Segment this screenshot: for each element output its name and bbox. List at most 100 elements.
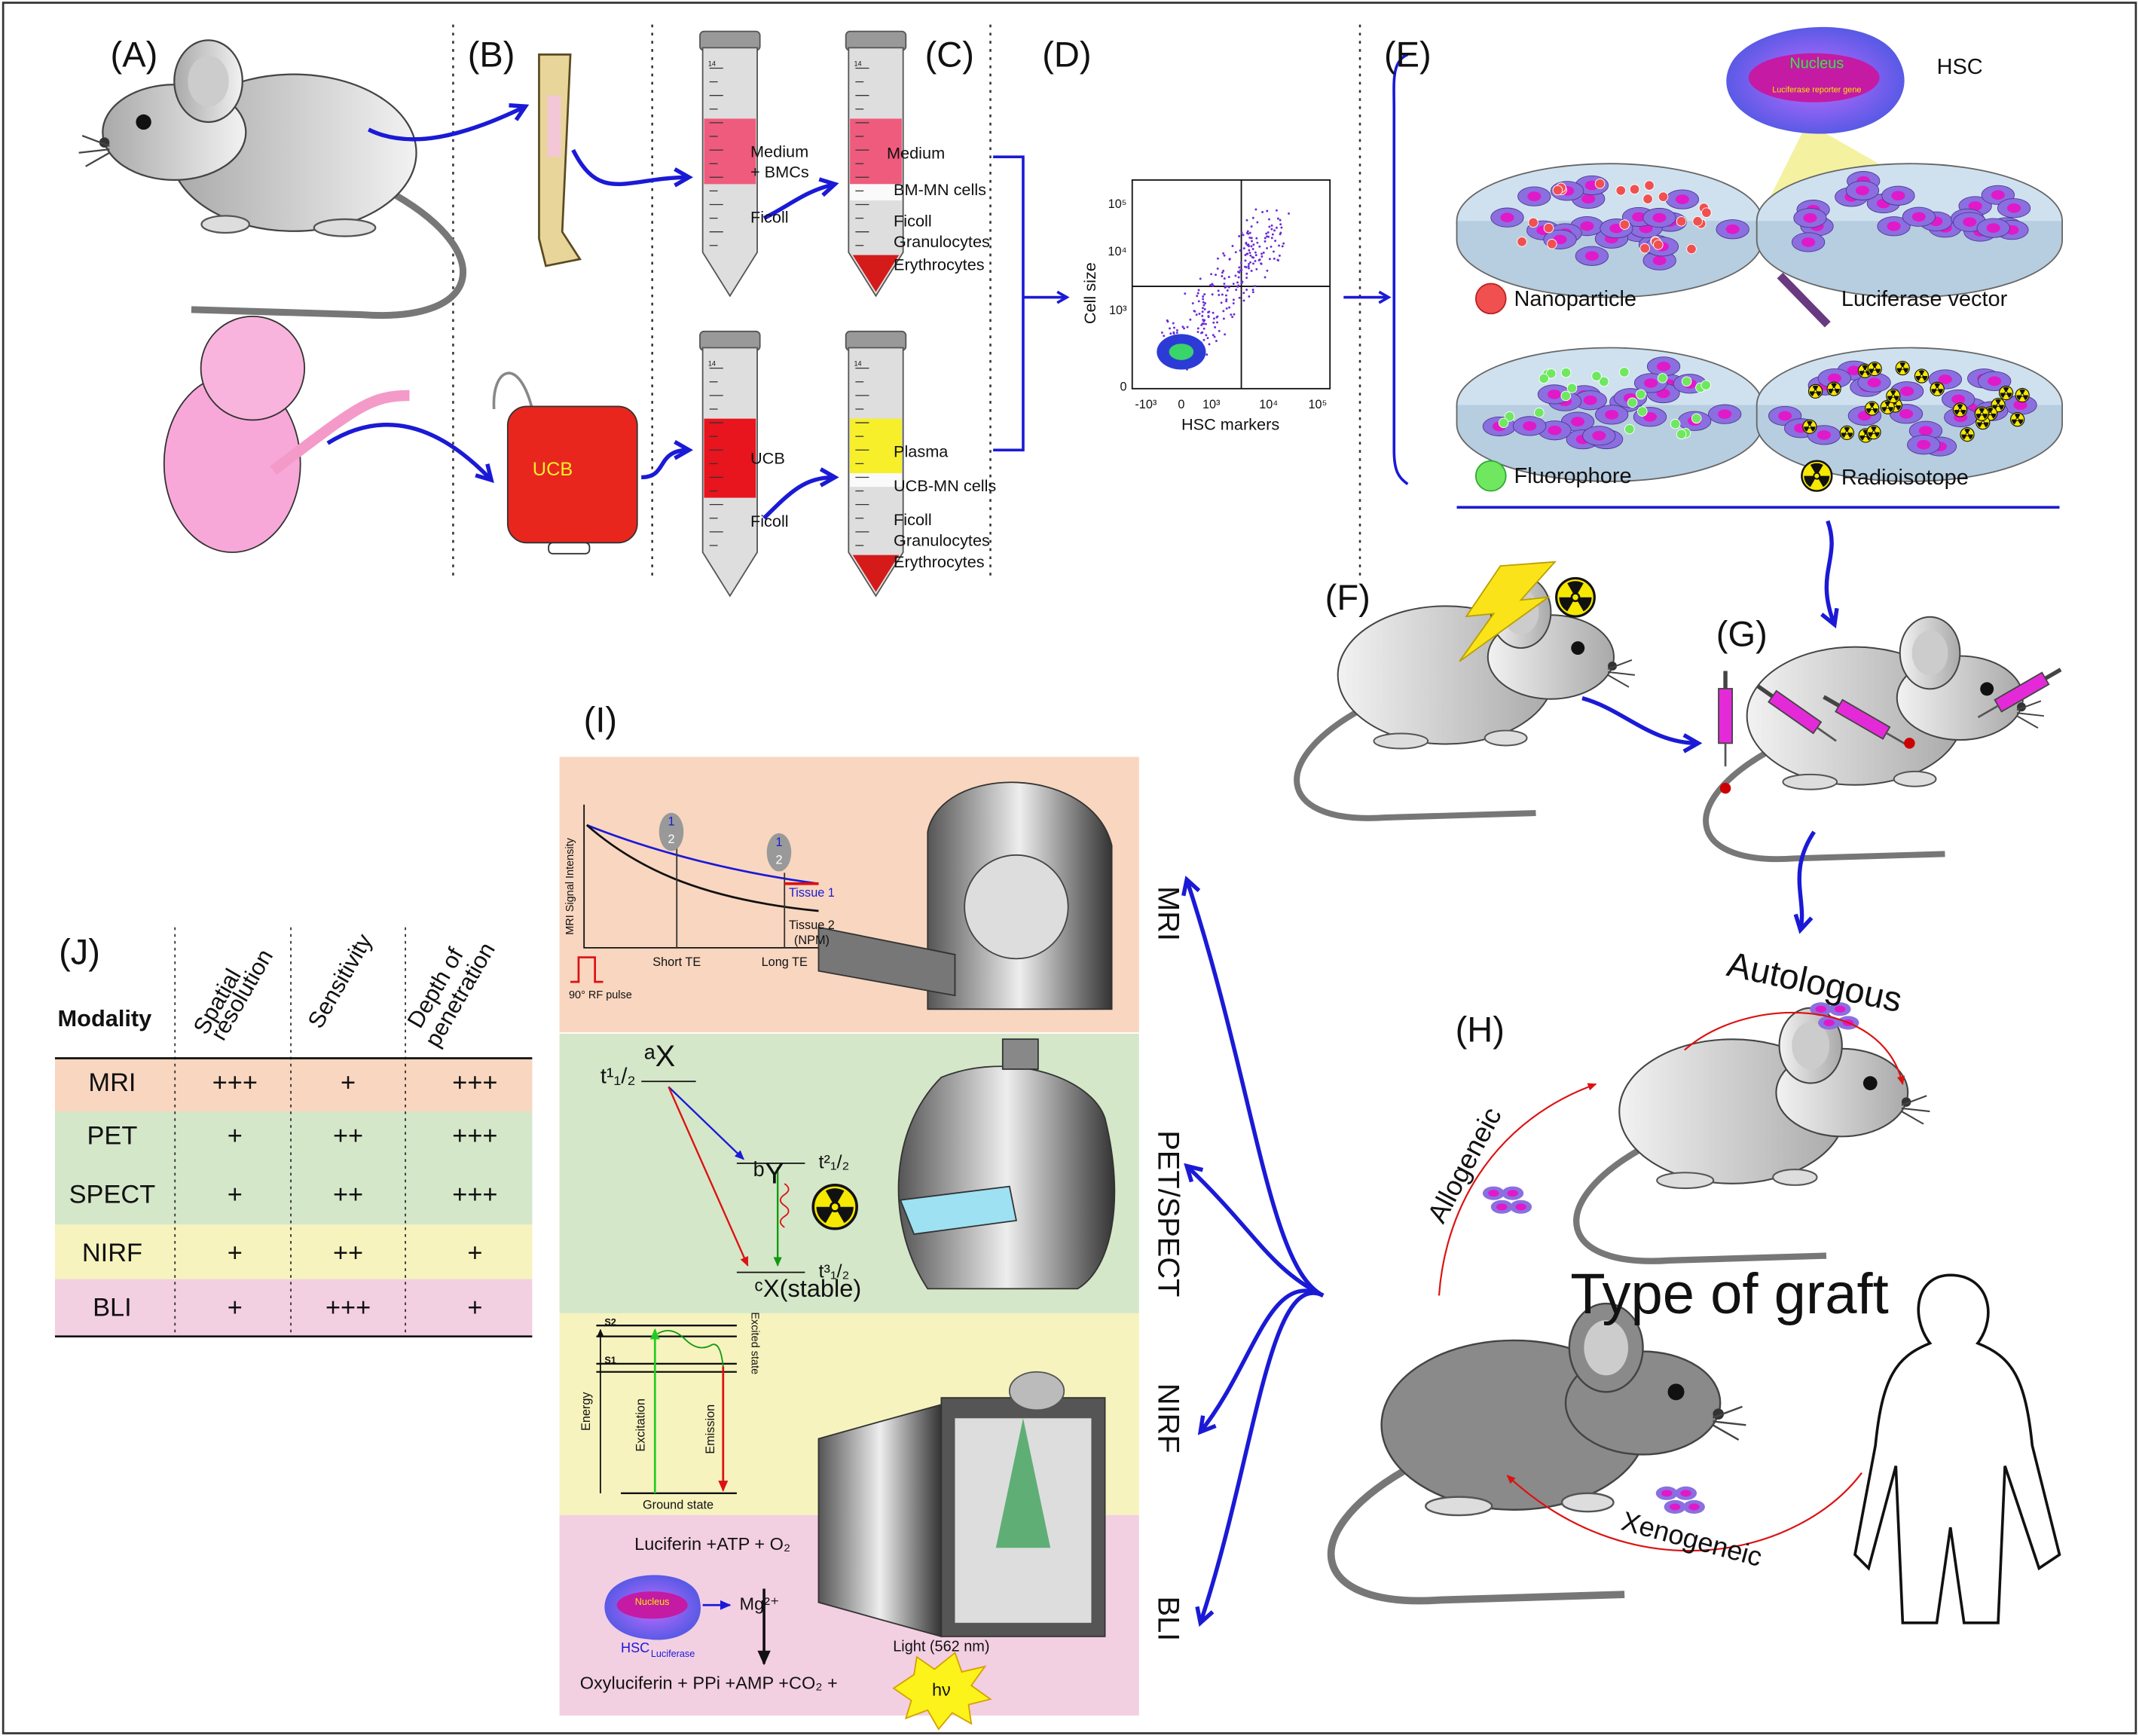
graft-nucleus [1680,1490,1691,1497]
tube-layer [850,184,902,201]
radio-blade [1834,389,1840,394]
row-header: PET [87,1122,138,1151]
event-dot [1260,262,1263,265]
mouse-ear-inner [1911,630,1948,676]
label: Cell size [1080,262,1099,324]
panel-label: (A) [111,34,158,74]
event-dot [1249,261,1251,264]
radio-blade [1817,475,1830,487]
mouse-whisker [2016,700,2044,729]
tube-cone [852,255,900,292]
pet-scanner [897,1065,1116,1290]
cell-nucleus [1968,201,1982,211]
radio-blade [1809,426,1816,432]
label-particle [1615,185,1627,196]
event-dot [1254,285,1257,288]
cell-nucleus [1951,394,1966,405]
radio-blade [1859,371,1866,376]
cell-nucleus [1817,430,1831,440]
event-dot [1265,232,1268,235]
event-dot [1202,295,1205,298]
syringe-barrel [1718,688,1734,744]
radio-blade [1887,407,1893,412]
radio-center [1807,424,1812,429]
label: Emission [704,1404,717,1454]
event-dot [1245,272,1248,275]
tick-label: 0 [1178,398,1184,411]
radio-blade [1902,368,1908,374]
table-cell: ++ [333,1239,363,1267]
tick-label: 10⁴ [1259,398,1278,411]
event-dot [1273,229,1276,232]
event-dot [1205,334,1208,337]
event-dot [1258,245,1261,248]
graft-nucleus [1515,1203,1526,1211]
event-dot [1250,225,1253,228]
modality-label: PET/SPECT [1151,1130,1184,1297]
event-dot [1208,343,1211,346]
cell-nucleus [1801,237,1816,247]
event-dot [1186,326,1189,329]
graft-nucleus [1661,1490,1673,1497]
event-dot [1212,284,1214,287]
label-particle [1692,215,1703,227]
radio-center [1935,387,1939,391]
syringe-needle [1977,704,1999,719]
label: BM-MN cells [894,180,986,199]
event-dot [1238,235,1241,237]
event-dot [1201,314,1204,317]
syringe-barrel [1768,689,1823,735]
event-dot [1238,296,1241,299]
mouse-eye [136,114,151,130]
event-dot [1251,248,1254,250]
radio-blade [1987,408,1994,414]
event-dot [1242,247,1245,250]
event-dot [1248,231,1251,234]
event-dot [1207,311,1210,313]
radio-center [2004,391,2008,395]
label: t³₁/₂ [818,1261,849,1282]
mouse-whisker [1712,1405,1746,1441]
mouse-foot [1484,729,1528,747]
radio-center [1980,411,1984,416]
event-dot [1212,311,1215,314]
event-dot [1234,251,1237,254]
radio-blade [1899,362,1906,368]
label: UCB-MN cells [894,476,996,495]
event-dot [1256,241,1259,244]
modality-label: NIRF [1151,1383,1184,1453]
event-dot [1248,267,1250,270]
panel-label: (G) [1716,614,1768,654]
bag-hanger [548,542,591,555]
tick-label: 10⁵ [1108,197,1127,211]
label-particle [1686,243,1697,255]
event-dot [1199,277,1202,280]
event-dot [1193,310,1196,313]
event-dot [1266,269,1269,272]
radio-blade [1884,401,1891,408]
radio-blade [1890,390,1896,396]
event-dot [1222,252,1225,255]
event-dot [1206,337,1209,340]
tick-label: 10³ [1202,398,1221,411]
spin-marker [659,812,684,851]
radio-blade [1887,396,1893,402]
table-cell: +++ [452,1068,497,1097]
radio-blade [2019,389,2025,396]
event-dot [1275,226,1278,229]
label: Nanoparticle [1514,287,1636,311]
label-particle [1676,429,1687,440]
mouse-tail [1327,1468,1625,1605]
mouse-foot [1772,1169,1818,1186]
radio-blade [1967,434,1973,440]
event-dot [1223,283,1226,286]
syringe [1823,695,1907,746]
label-particle [1701,380,1711,390]
radio-blade [2003,387,2009,393]
modality-label: BLI [1151,1596,1184,1641]
event-dot [1202,307,1204,310]
event-dot [1246,230,1249,233]
event-dot [1247,232,1250,235]
mouse-eye [1667,1383,1685,1401]
